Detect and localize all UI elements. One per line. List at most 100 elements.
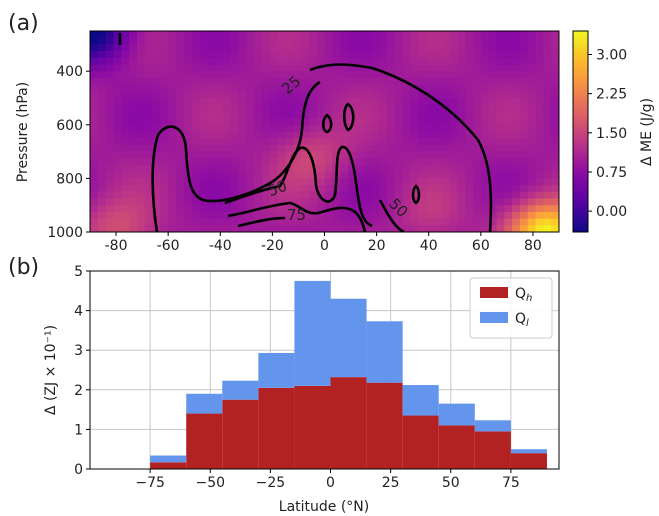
heatmap-cell (371, 138, 380, 146)
heatmap-cell (183, 118, 193, 126)
heatmap-cell (293, 151, 302, 159)
heatmap-cell (199, 118, 208, 126)
heatmap-cell (168, 31, 177, 39)
heatmap-cell (222, 178, 232, 186)
heatmap-cell (480, 118, 490, 126)
heatmap-cell (97, 185, 107, 193)
heatmap-cell (160, 31, 169, 39)
heatmap-cell (465, 98, 474, 106)
heatmap-cell (387, 31, 396, 39)
heatmap-cell (90, 118, 99, 126)
contour-label-75: 75 (287, 206, 306, 224)
heatmap-cell (261, 98, 271, 106)
heatmap-cell (285, 77, 294, 86)
heatmap-cell (441, 91, 451, 99)
heatmap-cell (480, 124, 490, 133)
heatmap-cell (105, 218, 115, 226)
panel-b-frame (89, 270, 560, 470)
heatmap-cell (402, 71, 412, 79)
heatmap-cell (308, 211, 318, 220)
heatmap-cell (332, 191, 341, 200)
heatmap-cell (363, 98, 372, 106)
heatmap-cell (410, 131, 419, 139)
heatmap-cell (136, 151, 146, 159)
heatmap-cell (527, 138, 537, 146)
heatmap-cell (394, 124, 404, 133)
heatmap-cell (105, 144, 115, 153)
heatmap-cell (90, 31, 99, 39)
panel-b-x-tick-label: 25 (382, 475, 400, 491)
heatmap-cell (152, 171, 161, 179)
heatmap-cell (441, 124, 451, 133)
heatmap-cell (449, 51, 458, 59)
heatmap-cell (504, 71, 513, 79)
heatmap-cell (480, 91, 490, 99)
panel-b-x-tick-label: 75 (502, 475, 520, 491)
bar-qh (474, 431, 511, 469)
heatmap-cell (222, 131, 232, 139)
heatmap-cell (449, 185, 458, 193)
heatmap-cell (496, 158, 505, 166)
heatmap-cell (480, 104, 490, 112)
heatmap-cell (473, 71, 482, 79)
heatmap-cell (441, 51, 451, 59)
heatmap-cell (113, 84, 122, 92)
heatmap-cell (551, 151, 559, 159)
heatmap-cell (465, 185, 474, 193)
heatmap-cell (215, 178, 224, 186)
heatmap-cell (418, 225, 427, 232)
heatmap-cell (97, 158, 107, 166)
heatmap-cell (144, 185, 154, 193)
heatmap-cell (238, 44, 247, 52)
heatmap-cell (301, 131, 310, 139)
heatmap-cell (175, 98, 185, 106)
heatmap-cell (387, 44, 396, 52)
heatmap-cell (527, 124, 537, 133)
heatmap-cell (480, 111, 490, 119)
heatmap-cell (105, 31, 115, 39)
heatmap-cell (449, 37, 458, 45)
heatmap-cell (160, 98, 169, 106)
heatmap-cell (496, 64, 505, 72)
heatmap-cell (387, 171, 396, 179)
heatmap-cell (230, 131, 240, 139)
heatmap-cell (113, 138, 122, 146)
heatmap-cell (480, 218, 490, 226)
heatmap-cell (199, 98, 208, 106)
heatmap-cell (519, 131, 529, 139)
heatmap-cell (254, 64, 263, 72)
heatmap-cell (371, 57, 380, 66)
heatmap-cell (519, 185, 529, 193)
heatmap-cell (457, 71, 466, 79)
heatmap-cell (293, 171, 302, 179)
heatmap-cell (535, 211, 544, 220)
heatmap-cell (551, 104, 559, 112)
heatmap-cell (105, 131, 115, 139)
heatmap-cell (301, 51, 310, 59)
heatmap-cell (105, 185, 115, 193)
heatmap-cell (246, 51, 255, 59)
heatmap-cell (316, 191, 326, 200)
heatmap-cell (355, 71, 365, 79)
heatmap-cell (254, 198, 263, 206)
heatmap-cell (449, 84, 458, 92)
heatmap-cell (402, 37, 412, 45)
heatmap-cell (230, 191, 240, 200)
heatmap-cell (277, 31, 287, 39)
heatmap-cell (152, 158, 161, 166)
heatmap-cell (387, 37, 396, 45)
heatmap-cell (90, 205, 99, 213)
heatmap-cell (355, 151, 365, 159)
heatmap-cell (129, 225, 138, 232)
heatmap-cell (465, 138, 474, 146)
heatmap-cell (449, 178, 458, 186)
heatmap-cell (410, 57, 419, 66)
heatmap-cell (222, 151, 232, 159)
heatmap-cell (527, 37, 537, 45)
heatmap-cell (199, 71, 208, 79)
heatmap-cell (261, 218, 271, 226)
heatmap-cell (512, 98, 521, 106)
heatmap-cell (105, 77, 115, 86)
heatmap-cell (512, 205, 521, 213)
